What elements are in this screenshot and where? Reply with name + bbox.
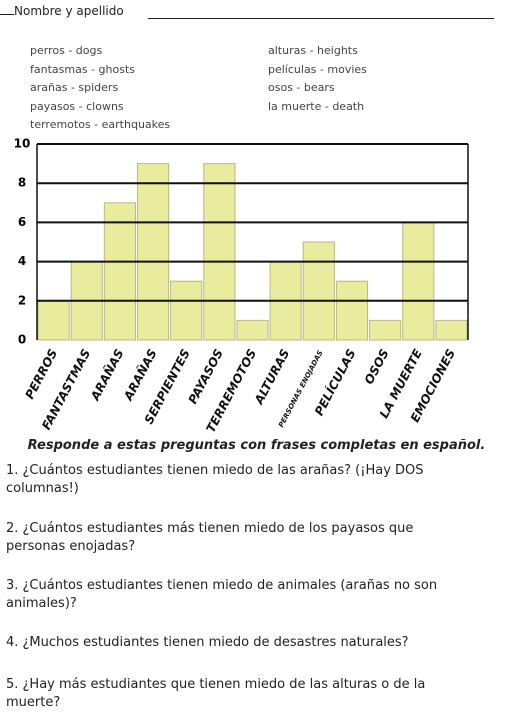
y-tick-label: 6 bbox=[18, 215, 26, 229]
instructions: Responde a estas preguntas con frases co… bbox=[27, 438, 486, 453]
bar bbox=[236, 319, 269, 341]
vocab-item: alturas - heights bbox=[268, 44, 358, 57]
vocab-item: la muerte - death bbox=[268, 99, 365, 113]
bar bbox=[136, 163, 170, 341]
vocab-item: payasos - clowns bbox=[30, 99, 124, 113]
y-tick-label: 2 bbox=[18, 293, 26, 307]
bar bbox=[103, 202, 136, 341]
question: 5. ¿Hay más estudiantes que tienen miedo… bbox=[6, 677, 426, 710]
bar bbox=[435, 319, 468, 341]
bar bbox=[37, 300, 70, 341]
name-label: Nombre y apellido bbox=[14, 4, 124, 18]
vocab-item: arañas - spiders bbox=[30, 81, 119, 94]
vocab-item: fantasmas - ghosts bbox=[30, 62, 135, 76]
chart: PERROSFANTASTMASARAÑASARAÑASSERPIENTESPA… bbox=[14, 137, 469, 435]
x-tick-label: PERROS bbox=[22, 347, 60, 402]
bar bbox=[369, 319, 402, 341]
question: 4. ¿Muchos estudiantes tienen miedo de d… bbox=[6, 635, 409, 650]
name-field: Nombre y apellido bbox=[0, 4, 124, 18]
question: 1. ¿Cuántos estudiantes tienen miedo de … bbox=[6, 463, 424, 496]
y-tick-label: 10 bbox=[14, 137, 31, 151]
y-tick-label: 8 bbox=[18, 176, 26, 190]
vocab-left: perros - dogs fantasmas - ghosts arañas - … bbox=[30, 42, 170, 135]
vocab-item: películas - movies bbox=[268, 62, 367, 76]
bar bbox=[302, 241, 335, 341]
vocab-item: perros - dogs bbox=[30, 44, 103, 57]
x-tick-label: OSOS bbox=[362, 347, 392, 387]
x-tick-label: ARAÑAS bbox=[87, 346, 127, 403]
question: 3. ¿Cuántos estudiantes tienen miedo de … bbox=[6, 578, 438, 611]
y-tick-label: 0 bbox=[18, 333, 26, 347]
vocab-right: alturas - heights películas - movies osos … bbox=[268, 42, 367, 116]
bar bbox=[335, 280, 369, 341]
vocab-item: osos - bears bbox=[268, 81, 335, 94]
vocab-item: terremotos - earthquakes bbox=[30, 118, 171, 131]
x-tick-label: ARAÑAS bbox=[120, 346, 160, 403]
bar bbox=[170, 280, 203, 341]
bar bbox=[402, 221, 435, 341]
bar bbox=[203, 163, 236, 341]
question: 2. ¿Cuántos estudiantes más tienen miedo… bbox=[6, 521, 414, 554]
name-line bbox=[148, 18, 494, 19]
y-tick-label: 4 bbox=[18, 254, 26, 268]
